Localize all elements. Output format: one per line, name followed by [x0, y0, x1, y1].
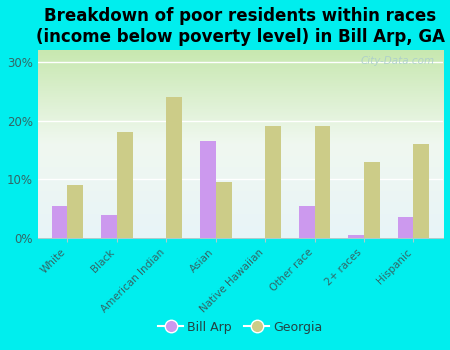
Bar: [117, 132, 133, 238]
Bar: [166, 97, 182, 238]
Bar: [348, 235, 364, 238]
Bar: [299, 206, 315, 238]
Legend: Bill Arp, Georgia: Bill Arp, Georgia: [153, 316, 327, 339]
Bar: [101, 215, 117, 238]
Bar: [265, 126, 281, 238]
Title: Breakdown of poor residents within races
(income below poverty level) in Bill Ar: Breakdown of poor residents within races…: [36, 7, 445, 46]
Bar: [315, 126, 330, 238]
Bar: [52, 206, 68, 238]
Bar: [364, 162, 380, 238]
Bar: [68, 185, 83, 238]
Bar: [398, 217, 414, 238]
Bar: [414, 144, 429, 238]
Bar: [216, 182, 232, 238]
Bar: [200, 141, 216, 238]
Text: City-Data.com: City-Data.com: [361, 56, 435, 66]
